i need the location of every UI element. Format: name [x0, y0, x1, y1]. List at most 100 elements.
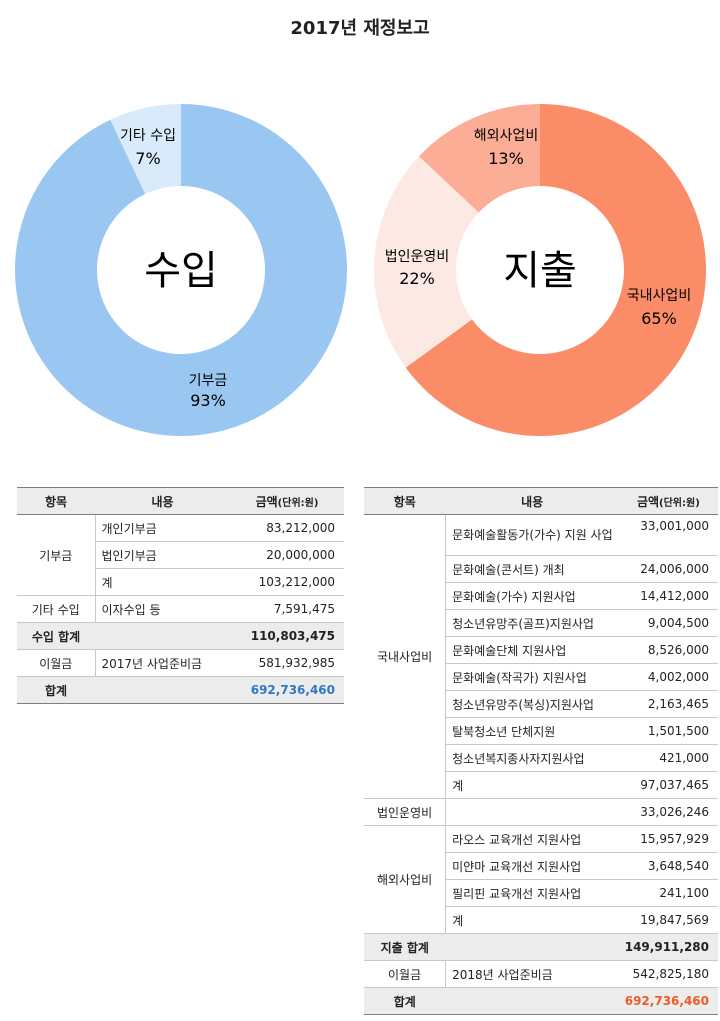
content-cell: 청소년유망주(골프)지원사업: [445, 609, 619, 637]
table-row: 이월금 2018년 사업준비금 542,825,180: [364, 960, 718, 988]
grand-total-row: 합계 692,736,460: [17, 676, 344, 704]
category-cell: 기부금: [17, 514, 95, 596]
category-cell: 이월금: [364, 960, 446, 988]
table-row: 계 103,212,000: [17, 568, 344, 596]
content-cell: 문화예술(작곡가) 지원사업: [445, 663, 619, 691]
table-row: 국내사업비 문화예술활동가(가수) 지원 사업 33,001,000: [364, 514, 718, 799]
content-cell: 청소년복지종사자지원사업: [445, 744, 619, 772]
table-row: 법인기부금 20,000,000: [17, 541, 344, 569]
table-row: 미얀마 교육개선 지원사업 3,648,540: [364, 852, 718, 880]
content-cell: 법인기부금: [94, 541, 230, 569]
amount-cell: 19,847,569: [618, 906, 718, 934]
table-row: 필리핀 교육개선 지원사업 241,100: [364, 879, 718, 907]
grand-total-label: 합계: [364, 987, 446, 1015]
amount-cell: 20,000,000: [230, 541, 344, 569]
header-content: 내용: [445, 487, 619, 515]
content-cell: 문화예술활동가(가수) 지원 사업: [445, 514, 619, 556]
content-cell: 청소년유망주(복싱)지원사업: [445, 690, 619, 718]
grand-total-amount: 692,736,460: [230, 676, 344, 704]
expense-table-header: 항목 내용 금액(단위:원): [364, 487, 718, 515]
amount-cell: 33,001,000: [618, 514, 718, 556]
table-row: 법인운영비 33,026,246: [364, 798, 718, 826]
content-cell: 문화예술단체 지원사업: [445, 636, 619, 664]
report-title: 2017년 재정보고: [290, 18, 430, 39]
category-cell: 국내사업비: [364, 514, 446, 799]
amount-cell: 1,501,500: [618, 717, 718, 745]
content-cell: 계: [445, 906, 619, 934]
domestic-slice-label: 국내사업비: [627, 288, 691, 304]
slice-overseas: [418, 104, 540, 213]
amount-cell: 9,004,500: [618, 609, 718, 637]
amount-cell: 24,006,000: [618, 555, 718, 583]
table-row: 계 19,847,569: [364, 906, 718, 934]
category-cell: 해외사업비: [364, 825, 446, 934]
amount-cell: 15,957,929: [618, 825, 718, 853]
amount-cell: 8,526,000: [618, 636, 718, 664]
amount-cell: 33,026,246: [618, 798, 718, 826]
amount-cell: 581,932,985: [230, 649, 344, 677]
amount-cell: 4,002,000: [618, 663, 718, 691]
amount-cell: 103,212,000: [230, 568, 344, 596]
table-row: 청소년유망주(복싱)지원사업 2,163,465: [364, 690, 718, 718]
category-cell: 이월금: [17, 649, 95, 677]
donation-slice-label: 기부금: [189, 373, 228, 389]
header-amount: 금액(단위:원): [230, 487, 344, 515]
table-row: 문화예술(콘서트) 개최 24,006,000: [364, 555, 718, 583]
header-amount: 금액(단위:원): [618, 487, 718, 515]
category-cell: 법인운영비: [364, 798, 446, 826]
overseas-slice-pct: 13%: [488, 149, 524, 168]
income-table-header: 항목 내용 금액(단위:원): [17, 487, 344, 515]
amount-cell: 83,212,000: [230, 514, 344, 542]
table-row: 청소년복지종사자지원사업 421,000: [364, 744, 718, 772]
amount-cell: 7,591,475: [230, 595, 344, 623]
income-donut-chart: 수입 기부금 93% 기타 수입 7%: [13, 102, 349, 438]
overseas-slice-label: 해외사업비: [474, 128, 538, 144]
amount-cell: 241,100: [618, 879, 718, 907]
content-cell: 필리핀 교육개선 지원사업: [445, 879, 619, 907]
table-row: 기부금 개인기부금 83,212,000: [17, 514, 344, 596]
other-income-slice-label: 기타 수입: [120, 128, 176, 144]
grand-total-amount: 692,736,460: [618, 987, 718, 1015]
table-row: 문화예술단체 지원사업 8,526,000: [364, 636, 718, 664]
content-cell: 미얀마 교육개선 지원사업: [445, 852, 619, 880]
table-row: 청소년유망주(골프)지원사업 9,004,500: [364, 609, 718, 637]
content-cell: 2017년 사업준비금: [94, 649, 230, 677]
content-cell: 문화예술(가수) 지원사업: [445, 582, 619, 610]
amount-cell: 542,825,180: [618, 960, 718, 988]
total-amount: 110,803,475: [230, 622, 344, 650]
operation-slice-label: 법인운영비: [385, 249, 449, 265]
table-row: 탈북청소년 단체지원 1,501,500: [364, 717, 718, 745]
table-row: 계 97,037,465: [364, 771, 718, 799]
amount-cell: 3,648,540: [618, 852, 718, 880]
table-row: 기타 수입 이자수입 등 7,591,475: [17, 595, 344, 623]
slice-operation: [374, 156, 479, 368]
expense-total-row: 지출 합계 149,911,280: [364, 933, 718, 961]
expense-table: 항목 내용 금액(단위:원) 국내사업비 문화예술활동가(가수) 지원 사업 3…: [364, 487, 718, 1015]
table-row: 문화예술(가수) 지원사업 14,412,000: [364, 582, 718, 610]
grand-total-label: 합계: [17, 676, 95, 704]
amount-cell: 97,037,465: [618, 771, 718, 799]
expense-center-label: 지출: [503, 248, 577, 294]
slice-donation: [14, 104, 347, 436]
header-item: 항목: [17, 487, 95, 515]
content-cell: 라오스 교육개선 지원사업: [445, 825, 619, 853]
content-cell: 계: [94, 568, 230, 596]
amount-cell: 2,163,465: [618, 690, 718, 718]
slice-domestic: [405, 104, 706, 437]
other-income-slice-pct: 7%: [135, 149, 160, 168]
category-cell: 기타 수입: [17, 595, 95, 623]
content-cell: 이자수입 등: [94, 595, 230, 623]
content-cell: 2018년 사업준비금: [445, 960, 619, 988]
table-row: 이월금 2017년 사업준비금 581,932,985: [17, 649, 344, 677]
header-item: 항목: [364, 487, 446, 515]
total-label: 지출 합계: [364, 933, 446, 961]
operation-slice-pct: 22%: [399, 269, 435, 288]
content-cell: 계: [445, 771, 619, 799]
donation-slice-pct: 93%: [190, 391, 226, 410]
table-row: 해외사업비 라오스 교육개선 지원사업 15,957,929: [364, 825, 718, 934]
total-amount: 149,911,280: [618, 933, 718, 961]
grand-total-row: 합계 692,736,460: [364, 987, 718, 1015]
slice-other-income: [110, 104, 181, 194]
amount-cell: 421,000: [618, 744, 718, 772]
content-cell: 개인기부금: [94, 514, 230, 542]
